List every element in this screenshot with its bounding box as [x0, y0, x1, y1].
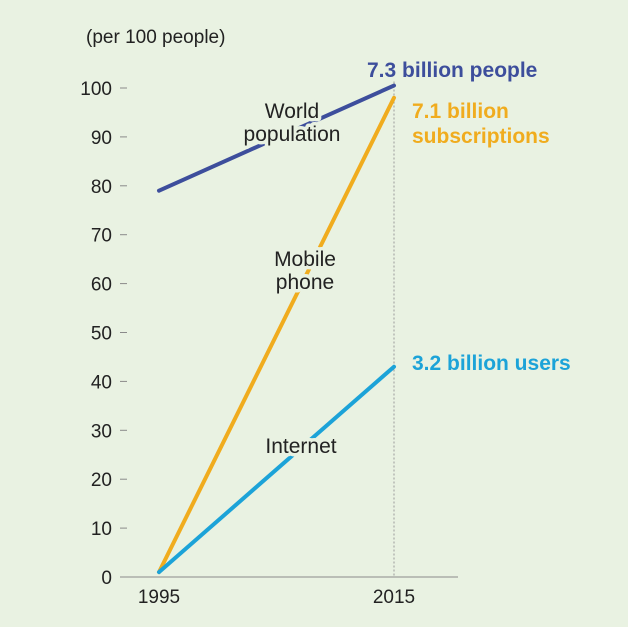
y-tick-label: 0: [101, 568, 112, 589]
series-line-1: [157, 95, 396, 575]
end-value-label-1: 7.1 billion: [412, 100, 509, 123]
y-axis-unit-label: (per 100 people): [86, 27, 225, 48]
end-value-label-0: 7.3 billion people: [367, 59, 537, 82]
y-tick-label: 70: [91, 226, 112, 247]
y-tick-label: 60: [91, 275, 112, 296]
y-tick-label: 80: [91, 177, 112, 198]
end-value-label-1: subscriptions: [412, 125, 550, 148]
y-tick-label: 20: [91, 470, 112, 491]
x-tick-label: 1995: [138, 587, 180, 608]
x-tick-label: 2015: [373, 587, 415, 608]
y-tick-label: 10: [91, 519, 112, 540]
axes: 0 10 20 30 40 50 60 70 80 90 100 1995 2015: [80, 79, 458, 608]
y-tick-label: 90: [91, 128, 112, 149]
series-label-0: World: [265, 100, 319, 123]
series-label-0: population: [244, 123, 341, 146]
y-tick-label: 40: [91, 372, 112, 393]
series-label-1: Mobile: [274, 248, 336, 271]
y-tick-label: 100: [80, 79, 112, 100]
y-tick-label: 50: [91, 324, 112, 345]
end-value-label-2: 3.2 billion users: [412, 352, 571, 375]
y-tick-label: 30: [91, 421, 112, 442]
series-line-0: [157, 83, 396, 193]
series-label-2: Internet: [265, 435, 336, 458]
series-label-1: phone: [276, 271, 334, 294]
series-line-2: [157, 364, 396, 575]
series-layer: [157, 83, 396, 575]
